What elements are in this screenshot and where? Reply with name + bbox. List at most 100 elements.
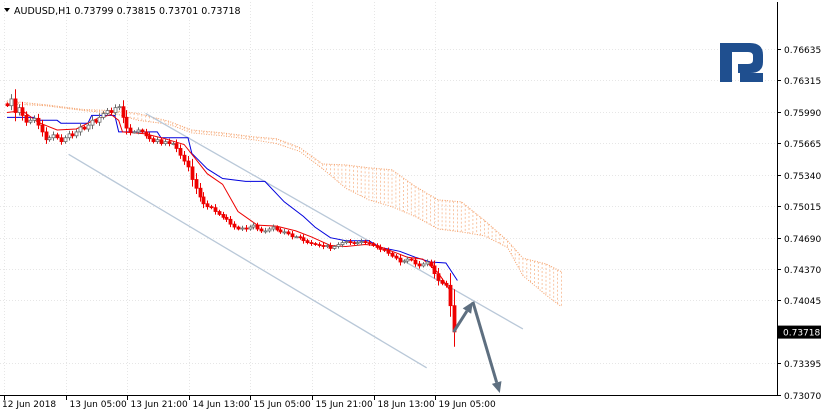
candle-bull (51, 134, 56, 139)
candle-bear (159, 139, 164, 144)
candle-bear (236, 226, 241, 230)
candle-bull (282, 231, 287, 234)
candle-bear (290, 233, 295, 238)
candle-bear (386, 249, 391, 254)
symbol-label: AUDUSD,H1 0.73799 0.73815 0.73701 0.7371… (14, 6, 241, 17)
candle-bear (182, 154, 187, 162)
candle-bear (70, 133, 75, 137)
candle-bull (425, 261, 430, 265)
candle-bear (205, 203, 210, 208)
candle-bull (63, 137, 68, 143)
candle-bear (94, 119, 99, 123)
candle-bear (429, 261, 434, 267)
candle-bear (301, 237, 306, 242)
channel-upper-line (145, 112, 524, 330)
candle-bear (286, 231, 291, 235)
time-tick-label: 15 Jun 05:00 (254, 400, 311, 410)
candle-bull (163, 141, 168, 144)
candle-bear (382, 248, 387, 251)
candle-bear (394, 255, 399, 259)
candle-bear (217, 211, 222, 215)
candle-bull (86, 124, 91, 130)
price-tick-label: 0.76635 (784, 46, 821, 56)
candle-bull (28, 119, 33, 123)
candle-bear (275, 226, 280, 231)
candle-bull (251, 224, 256, 228)
time-axis: 12 Jun 2018 13 Jun 05:00 13 Jun 21:00 14 Ju… (2, 395, 496, 410)
candle-bear (40, 124, 45, 133)
candle-bull (136, 129, 141, 133)
candle-bull (240, 227, 245, 230)
candle-bear (409, 258, 414, 261)
candle-bear (436, 273, 441, 281)
forecast-arrow-head (491, 381, 502, 394)
price-tick-label: 0.74045 (784, 297, 821, 307)
forecast-arrows (452, 301, 502, 394)
candle-bear (313, 243, 318, 245)
candle-bear (309, 242, 314, 244)
candle-bear (321, 245, 326, 247)
candle-bear (151, 138, 156, 143)
candle-bear (109, 110, 114, 113)
candle-bull (132, 131, 137, 134)
candle-bear (5, 103, 10, 107)
candles (5, 89, 457, 347)
candle-bear (305, 240, 310, 243)
candle-bull (117, 106, 122, 109)
candle-bull (344, 241, 349, 244)
price-tick-label: 0.75665 (784, 140, 821, 150)
candle-bear (352, 242, 357, 244)
price-tick-label: 0.75015 (784, 203, 821, 213)
time-tick-label: 19 Jun 05:00 (439, 400, 496, 410)
candle-bear (221, 214, 226, 218)
candle-bear (398, 257, 403, 263)
candle-bear (44, 131, 49, 141)
candle-bear (390, 252, 395, 257)
candle-bear (440, 280, 445, 284)
time-tick-label: 13 Jun 21:00 (131, 400, 188, 410)
candle-bull (171, 143, 176, 145)
time-tick-label: 13 Jun 05:00 (70, 400, 127, 410)
current-price-marker: 0.73718 (778, 325, 821, 339)
candle-bull (325, 245, 330, 247)
candle-bull (294, 236, 299, 239)
price-tick-label: 0.74370 (784, 266, 821, 276)
forecast-arrow-shaft (452, 310, 469, 333)
time-tick-label: 15 Jun 21:00 (316, 400, 373, 410)
candle-bear (378, 247, 383, 250)
candle-bear (13, 98, 18, 113)
candle-bear (363, 241, 368, 244)
candle-bear (201, 196, 206, 205)
candle-bear (36, 117, 41, 126)
candle-bull (67, 133, 72, 139)
candle-bull (105, 110, 110, 114)
candle-bull (248, 226, 253, 230)
time-tick-label: 12 Jun 2018 (2, 400, 56, 410)
candle-bear (190, 166, 195, 180)
candle-bear (140, 129, 145, 133)
candle-bull (155, 139, 160, 143)
candle-bear (244, 227, 249, 230)
candle-bear (432, 265, 437, 275)
candle-bear (413, 259, 418, 265)
candle-bull (263, 230, 268, 233)
candle-bear (24, 115, 29, 123)
time-tick-label: 14 Jun 13:00 (193, 400, 250, 410)
price-tick-label: 0.73395 (784, 360, 821, 370)
candle-bear (417, 263, 422, 267)
triangle-down-icon[interactable] (4, 8, 10, 12)
candle-bull (267, 228, 272, 232)
kijun-sen-line (7, 114, 458, 281)
candle-bear (82, 126, 87, 130)
channel-lower-line (68, 153, 427, 369)
candle-bear (194, 179, 199, 189)
candle-bull (359, 241, 364, 244)
descending-channel (68, 112, 524, 369)
candle-bear (124, 116, 129, 129)
candle-bull (421, 263, 426, 267)
candle-bear (232, 223, 237, 228)
candle-bear (144, 131, 149, 137)
candle-bear (367, 242, 372, 244)
